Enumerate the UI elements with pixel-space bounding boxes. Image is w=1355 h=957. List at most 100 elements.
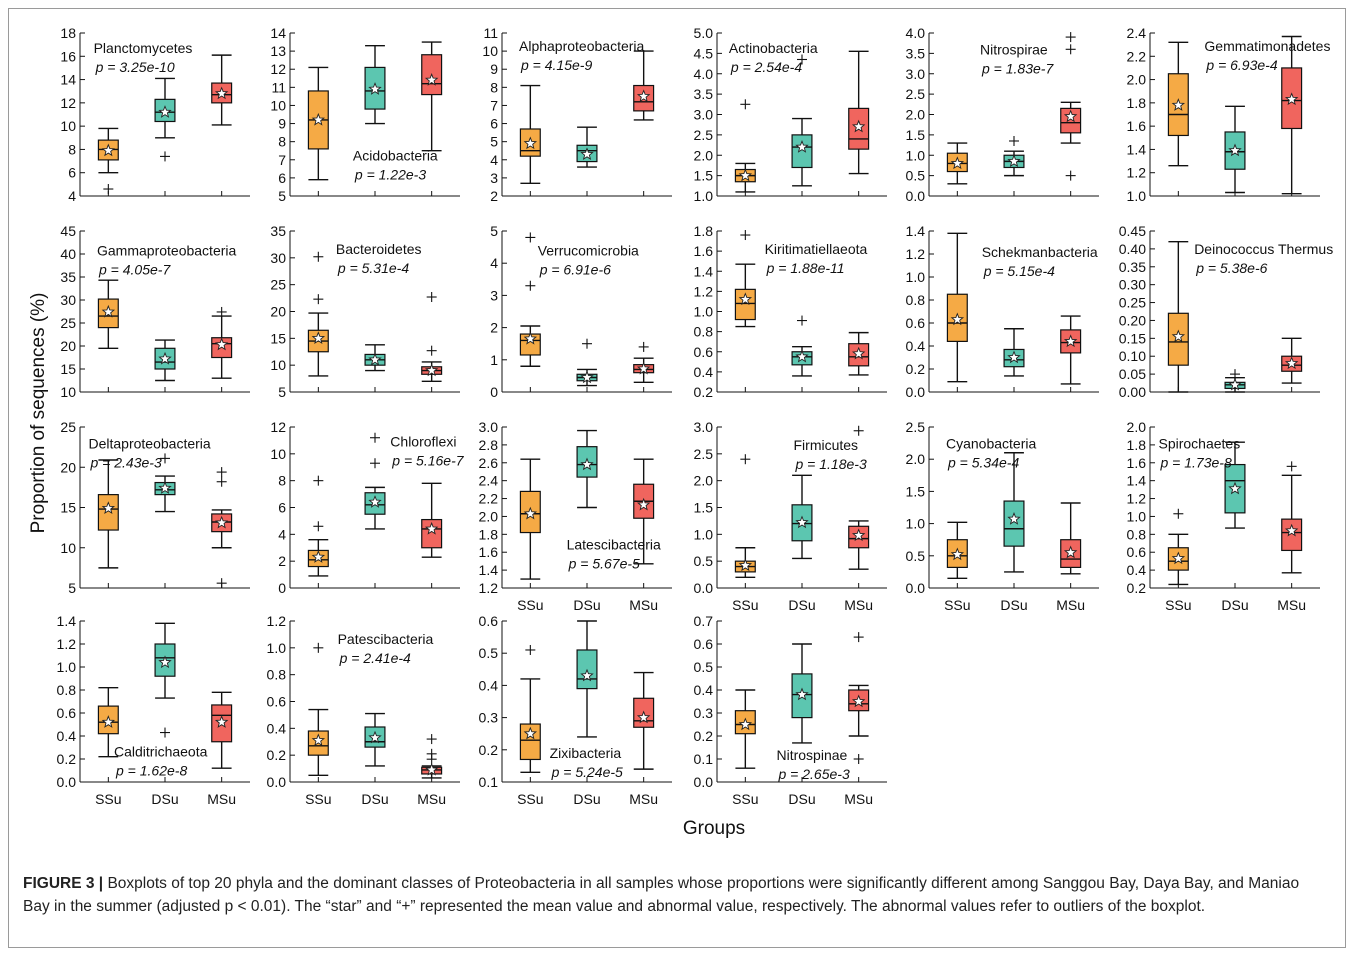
y-tick-label: 1.2	[479, 580, 499, 596]
y-tick-label: 1.8	[479, 526, 499, 542]
panel-title: Actinobacteria	[729, 40, 818, 56]
y-tick-label: 3.0	[479, 419, 499, 435]
box-ssu	[97, 127, 119, 195]
outlier-plus-icon	[853, 754, 864, 764]
panel-calditrichaeota: 0.0 0.2 0.4 0.6 0.8 1.0 1.2 1.4 SSu DSu MSu Calditr…	[57, 613, 250, 807]
panel-title: Gemmatimonadetes	[1204, 38, 1330, 54]
x-tick-label: MSu	[629, 791, 658, 807]
box-msu	[421, 734, 443, 779]
panel-actinobacteria: 1.0 1.5 2.0 2.5 3.0 3.5 4.0 4.5 5.0 Actinobacteri…	[694, 25, 887, 204]
panel-deinococcus-thermus: 0.00 0.05 0.10 0.15 0.200.25 0.30 0.35 0.40 0.45…	[1119, 223, 1333, 400]
box-msu	[633, 671, 655, 770]
y-tick-label: 25	[60, 419, 76, 435]
y-tick-label: 6	[68, 165, 76, 181]
box-msu	[848, 331, 870, 376]
y-tick-label: 0.45	[1119, 223, 1146, 239]
y-tick-label: 16	[60, 48, 76, 64]
mean-star-icon	[1284, 523, 1299, 537]
x-tick-label: MSu	[844, 597, 873, 613]
y-tick-label: 15	[270, 330, 286, 346]
box-msu	[1060, 502, 1082, 575]
y-tick-label: 2.0	[1127, 419, 1147, 435]
outlier-plus-icon	[853, 425, 864, 436]
y-tick-label: 3.0	[906, 66, 926, 82]
y-tick-label: 6	[278, 500, 286, 516]
y-tick-label: 9	[490, 61, 498, 77]
y-tick-label: 0.1	[694, 751, 714, 767]
box-msu	[421, 41, 443, 152]
y-tick-label: 1.0	[1127, 508, 1147, 524]
outlier-plus-icon	[313, 294, 324, 305]
y-tick-label: 3.0	[694, 419, 714, 435]
y-tick-label: 7	[490, 97, 498, 113]
panel-pvalue: p = 1.22e-3	[354, 166, 426, 182]
panel-alphaproteobacteria: 2 3 4 5 6 7 8 9 10 11 Alphaproteobacteria p = 4.15e…	[482, 25, 672, 204]
box-msu	[633, 458, 655, 565]
y-axis-title: Proportion of sequences (%)	[28, 293, 49, 534]
y-tick-label: 3.0	[694, 107, 714, 123]
outlier-plus-icon	[313, 475, 324, 486]
box-ssu	[946, 521, 968, 580]
outlier-plus-icon	[1065, 32, 1076, 43]
y-tick-label: 5	[278, 188, 286, 204]
box-msu	[211, 691, 233, 769]
mean-star-icon	[580, 457, 594, 471]
y-tick-label: 13	[270, 43, 286, 59]
y-tick-label: 1.0	[906, 147, 926, 163]
outlier-plus-icon	[797, 54, 807, 65]
panel-pvalue: p = 5.15e-4	[983, 263, 1055, 279]
mean-star-icon	[1228, 481, 1242, 495]
y-tick-label: 1.5	[906, 127, 926, 143]
box-msu	[1281, 35, 1303, 195]
y-tick-label: 1.6	[694, 243, 714, 259]
mean-star-icon	[1171, 551, 1186, 565]
y-tick-label: 4	[490, 255, 498, 271]
panel-pvalue: p = 2.54e-4	[730, 59, 802, 75]
figure-frame	[8, 8, 1346, 948]
y-tick-label: 0.6	[906, 315, 926, 331]
panel-title: Latescibacteria	[567, 537, 661, 553]
y-tick-label: 1.6	[479, 544, 499, 560]
box-dsu	[1003, 452, 1025, 573]
y-tick-label: 0.2	[694, 728, 714, 744]
panel-title: Alphaproteobacteria	[519, 38, 645, 54]
mean-star-icon	[950, 547, 965, 561]
y-tick-label: 2.5	[906, 419, 926, 435]
y-tick-label: 45	[60, 223, 76, 239]
y-tick-label: 14	[60, 72, 76, 88]
y-tick-label: 4.0	[694, 66, 714, 82]
y-tick-label: 1.8	[1127, 437, 1147, 453]
box-dsu	[791, 54, 813, 187]
y-tick-label: 7	[278, 152, 286, 168]
outlier-plus-icon	[525, 280, 536, 291]
outlier-plus-icon	[740, 99, 751, 110]
panel-deltaproteobacteria: 5 10 15 20 25 Deltaproteobacteria p = 2.43e-3	[60, 419, 250, 596]
y-tick-label: 0.0	[906, 384, 926, 400]
y-tick-label: 0	[490, 384, 498, 400]
y-tick-label: 0.0	[694, 580, 714, 596]
y-tick-label: 0.8	[1127, 526, 1147, 542]
mean-star-icon	[738, 292, 753, 306]
outlier-plus-icon	[740, 230, 751, 241]
mean-star-icon	[1007, 154, 1021, 168]
box-ssu	[519, 84, 541, 185]
y-tick-label: 1	[490, 352, 498, 368]
y-tick-label: 2.0	[694, 147, 714, 163]
box-dsu	[791, 474, 813, 560]
panel-pvalue: p = 5.24e-5	[551, 764, 623, 780]
box-ssu	[734, 230, 756, 328]
x-tick-label: DSu	[788, 791, 815, 807]
x-tick-label: MSu	[207, 791, 236, 807]
iqr-box	[1281, 518, 1303, 552]
y-tick-label: 8	[278, 473, 286, 489]
box-ssu	[1167, 41, 1189, 167]
y-tick-label: 0.4	[479, 677, 499, 693]
mean-star-icon	[368, 495, 382, 508]
y-tick-label: 0.8	[694, 324, 714, 340]
outlier-plus-icon	[103, 184, 114, 195]
mean-star-icon	[101, 143, 116, 157]
y-tick-label: 35	[270, 223, 286, 239]
box-dsu	[154, 339, 176, 382]
panel-pvalue: p = 3.25e-10	[95, 59, 175, 75]
